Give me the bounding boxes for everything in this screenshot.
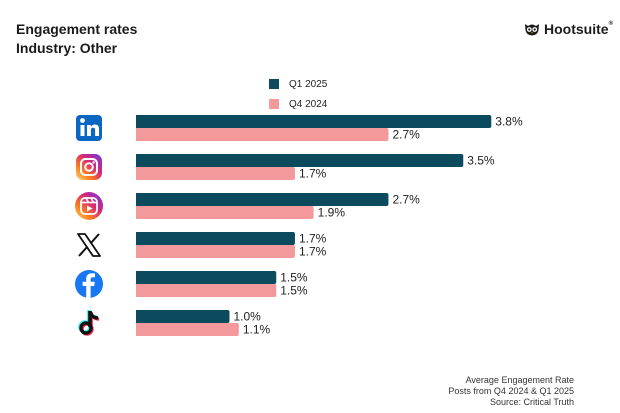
legend: Q1 2025 Q4 2024: [269, 74, 327, 114]
x-icon: [77, 233, 101, 257]
footnote-line-metric: Average Engagement Rate: [465, 375, 574, 385]
bar-linkedin-q4-2024: [136, 128, 389, 141]
brand-registered-mark: ®: [608, 21, 613, 27]
legend-item-q1-2025: Q1 2025: [269, 74, 327, 94]
value-label-linkedin-q1-2025: 3.8%: [495, 115, 523, 129]
bar-x-q1-2025: [136, 232, 295, 245]
value-label-linkedin-q4-2024: 2.7%: [392, 128, 420, 142]
bar-tiktok-q1-2025: [136, 310, 230, 323]
value-label-instagram-q1-2025: 3.5%: [467, 154, 495, 168]
bar-linkedin-q1-2025: [136, 115, 492, 128]
value-label-instagram-reels-q4-2024: 1.9%: [318, 206, 346, 220]
footnote-line-source: Source: Critical Truth: [489, 397, 574, 407]
bar-instagram-q4-2024: [136, 167, 295, 180]
legend-label-q1-2025: Q1 2025: [289, 78, 328, 90]
bar-instagram-q1-2025: [136, 154, 464, 167]
legend-item-q4-2024: Q4 2024: [269, 94, 327, 114]
brand-logo: Hootsuite®: [524, 21, 613, 37]
legend-swatch-q1-2025: [269, 79, 279, 89]
bar-facebook-q4-2024: [136, 284, 277, 297]
footnote-line-period: Posts from Q4 2024 & Q1 2025: [448, 386, 574, 396]
bar-instagram-reels-q1-2025: [136, 193, 389, 206]
legend-swatch-q4-2024: [269, 99, 279, 109]
brand-name: Hootsuite®: [544, 21, 613, 37]
value-label-instagram-reels-q1-2025: 2.7%: [392, 193, 420, 207]
chart-subtitle: Industry: Other: [16, 40, 118, 56]
footnote: Average Engagement Rate Posts from Q4 20…: [448, 375, 574, 408]
bar-x-q4-2024: [136, 245, 295, 258]
chart-title: Engagement rates: [16, 21, 138, 37]
tiktok-icon: [78, 310, 100, 336]
value-label-x-q4-2024: 1.7%: [299, 245, 327, 259]
bar-facebook-q1-2025: [136, 271, 277, 284]
value-label-facebook-q1-2025: 1.5%: [280, 271, 308, 285]
value-label-x-q1-2025: 1.7%: [299, 232, 327, 246]
value-label-tiktok-q1-2025: 1.0%: [234, 310, 262, 324]
instagram-icon: [76, 154, 102, 180]
linkedin-icon: [76, 115, 102, 141]
bar-tiktok-q4-2024: [136, 323, 239, 336]
instagram-reels-icon: [75, 192, 103, 220]
value-label-facebook-q4-2024: 1.5%: [280, 284, 308, 298]
bar-instagram-reels-q4-2024: [136, 206, 314, 219]
value-label-tiktok-q4-2024: 1.1%: [243, 323, 271, 337]
facebook-icon: [75, 270, 103, 298]
legend-label-q4-2024: Q4 2024: [289, 98, 328, 110]
owl-icon: [525, 24, 539, 36]
value-label-instagram-q4-2024: 1.7%: [299, 167, 327, 181]
